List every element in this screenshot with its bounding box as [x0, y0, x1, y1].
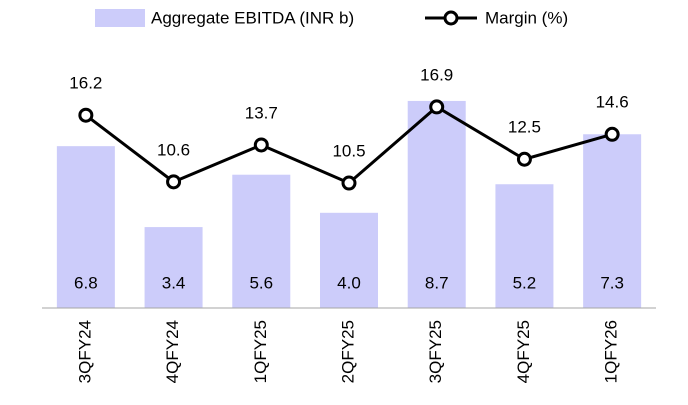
x-tick-label: 1QFY25 [251, 320, 270, 383]
x-tick-label: 3QFY25 [426, 320, 445, 383]
bar-value-label: 3.4 [162, 273, 186, 292]
line-value-label: 14.6 [596, 93, 629, 112]
bar-value-label: 7.3 [600, 273, 624, 292]
legend-marker [443, 10, 459, 26]
bar [320, 212, 378, 308]
x-tick-label: 1QFY26 [602, 320, 621, 383]
line-value-label: 16.9 [420, 65, 453, 84]
line-value-label: 13.7 [245, 103, 278, 122]
bar [495, 184, 554, 308]
margin-marker [516, 151, 532, 167]
margin-marker [429, 99, 445, 115]
bar [144, 227, 203, 308]
bar [232, 174, 291, 308]
bar-value-label: 6.8 [74, 273, 98, 292]
x-tick-label: 4QFY24 [163, 320, 182, 383]
margin-marker [78, 107, 94, 123]
margin-marker [341, 175, 357, 191]
line-value-label: 12.5 [508, 118, 541, 137]
line-value-label: 16.2 [69, 74, 102, 93]
margin-marker [604, 126, 620, 142]
line-value-label: 10.6 [157, 140, 190, 159]
bar [583, 134, 642, 308]
line-value-label: 10.5 [332, 142, 365, 161]
legend-label: Aggregate EBITDA (INR b) [151, 8, 354, 27]
legend-label: Margin (%) [485, 8, 568, 27]
bar-value-label: 4.0 [337, 273, 361, 292]
bar-value-label: 5.6 [249, 273, 273, 292]
x-tick-label: 2QFY25 [338, 320, 357, 383]
margin-marker [253, 137, 269, 153]
margin-marker [166, 174, 182, 190]
x-tick-label: 3QFY24 [75, 320, 94, 383]
bar-value-label: 8.7 [425, 273, 449, 292]
bar [407, 100, 466, 308]
x-tick-label: 4QFY25 [514, 320, 533, 383]
bar-value-label: 5.2 [513, 273, 537, 292]
bar [56, 146, 115, 308]
legend-swatch [95, 9, 145, 27]
